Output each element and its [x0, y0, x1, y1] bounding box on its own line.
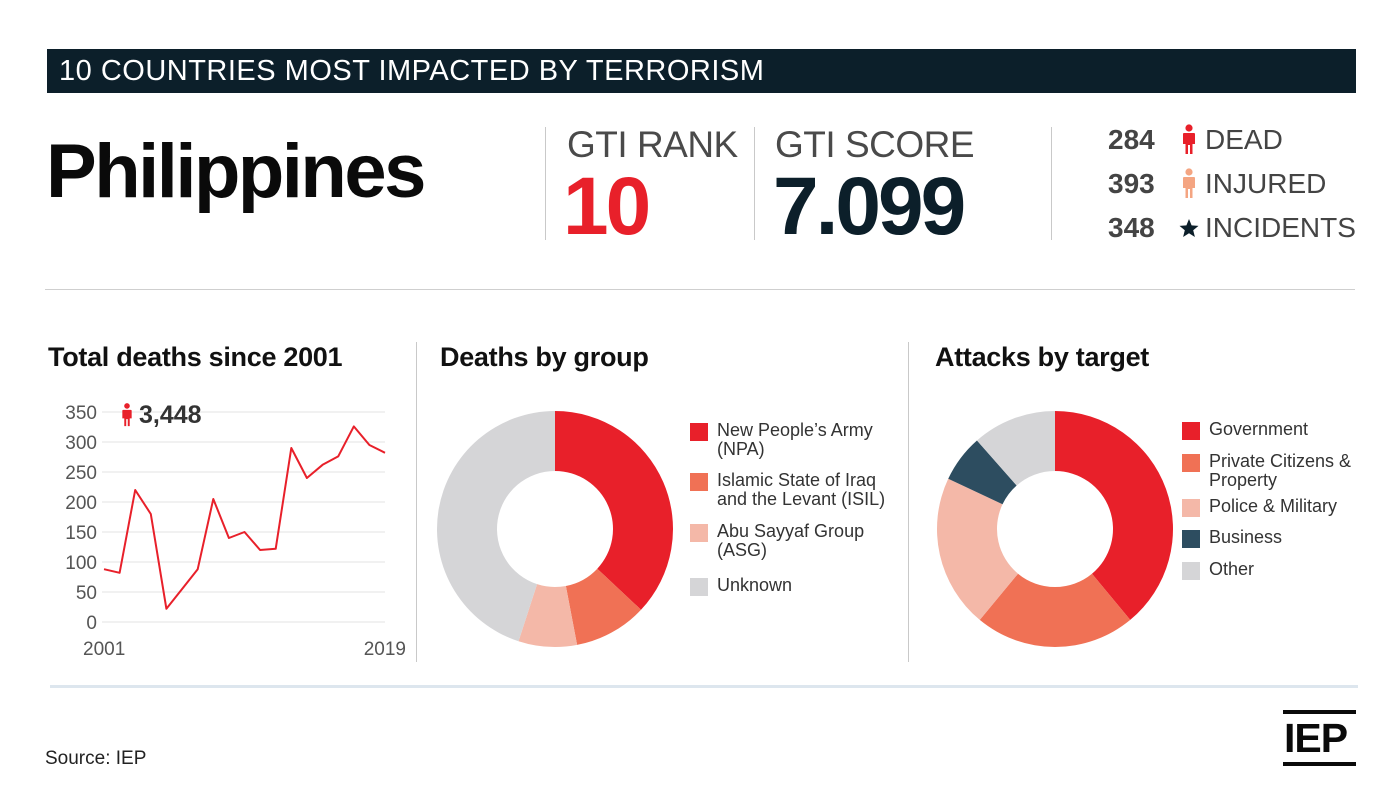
y-tick-label: 350: [65, 403, 97, 424]
divider: [50, 685, 1358, 688]
total-deaths-value: 3,448: [139, 401, 202, 429]
legend-swatch: [1182, 562, 1200, 580]
deaths-by-group-title: Deaths by group: [440, 342, 649, 372]
gti-score-value: 7.099: [773, 161, 966, 252]
stat-dead-label: DEAD: [1205, 124, 1283, 155]
source-note: Source: IEP: [45, 748, 147, 769]
logo-text: IEP: [1284, 715, 1348, 761]
legend-swatch: [690, 473, 708, 491]
star-icon: [1179, 219, 1199, 237]
attacks-by-target-title: Attacks by target: [935, 342, 1149, 372]
divider: [1051, 127, 1052, 240]
stat-injured-value: 393: [1108, 168, 1155, 199]
stat-dead: 284 DEAD: [1108, 124, 1358, 158]
y-tick-label: 100: [65, 553, 97, 574]
legend-swatch: [1182, 530, 1200, 548]
donut-slice: [437, 411, 555, 642]
legend-swatch: [690, 524, 708, 542]
divider: [754, 127, 755, 240]
deaths-by-group-donut: [437, 411, 673, 647]
legend-label: Other: [1209, 559, 1255, 579]
stat-dead-value: 284: [1108, 124, 1155, 155]
logo-bar: [1283, 762, 1356, 766]
legend-label: Private Citizens & Property: [1209, 451, 1352, 490]
legend-swatch: [1182, 422, 1200, 440]
stat-injured-label: INJURED: [1205, 168, 1327, 199]
legend-swatch: [1182, 499, 1200, 517]
attacks-by-target-donut: [937, 411, 1173, 647]
divider: [45, 289, 1355, 290]
legend-label: Islamic State of Iraq and the Levant (IS…: [717, 470, 886, 509]
legend-swatch: [1182, 454, 1200, 472]
gti-score-label: GTI SCORE: [775, 124, 975, 165]
x-tick-label: 2001: [83, 639, 125, 660]
divider: [908, 342, 909, 662]
legend-swatch: [690, 578, 708, 596]
legend-label: Business: [1209, 527, 1283, 547]
y-tick-label: 150: [65, 523, 97, 544]
person-injured-icon: [1183, 168, 1195, 198]
y-tick-label: 250: [65, 463, 97, 484]
y-tick-label: 50: [76, 583, 97, 604]
country-name: Philippines: [46, 129, 426, 214]
person-dead-icon: [122, 403, 132, 427]
stat-incidents: 348 INCIDENTS: [1108, 212, 1358, 246]
stat-incidents-value: 348: [1108, 212, 1155, 243]
iep-logo: IEP: [1283, 710, 1356, 766]
donut-slice: [937, 478, 1019, 620]
divider: [416, 342, 417, 662]
donut-slice: [1055, 411, 1173, 620]
donut-slice: [976, 411, 1055, 486]
deaths-series-line: [103, 425, 386, 610]
stat-injured: 393 INJURED: [1108, 168, 1358, 202]
person-dead-icon: [1183, 124, 1195, 154]
donut-slice: [979, 573, 1131, 647]
legend-label: Unknown: [717, 575, 793, 595]
y-tick-label: 200: [65, 493, 97, 514]
donut-slice: [948, 440, 1017, 505]
banner-title: 10 COUNTRIES MOST IMPACTED BY TERRORISM: [59, 55, 765, 87]
legend-label: Police & Military: [1209, 496, 1338, 516]
y-tick-label: 300: [65, 433, 97, 454]
total-deaths-annotation: 3,448: [122, 401, 202, 429]
total-deaths-line-chart: 0 50 100 150 200 250 300 350 2001 2019 3,448: [65, 401, 406, 660]
y-tick-label: 0: [86, 613, 97, 634]
legend-label: New People’s Army (NPA): [717, 420, 873, 459]
logo-bar: [1283, 710, 1356, 714]
donut-slice: [565, 568, 642, 645]
gti-rank-label: GTI RANK: [567, 124, 738, 165]
legend-label: Government: [1209, 419, 1309, 439]
header-banner: 10 COUNTRIES MOST IMPACTED BY TERRORISM: [47, 49, 1356, 93]
x-tick-label: 2019: [364, 639, 406, 660]
stat-incidents-label: INCIDENTS: [1205, 212, 1356, 243]
total-deaths-title: Total deaths since 2001: [48, 342, 343, 372]
divider: [545, 127, 546, 240]
donut-slice: [518, 584, 578, 647]
gti-rank-value: 10: [563, 161, 651, 252]
donut-slice: [555, 411, 673, 610]
legend-swatch: [690, 423, 708, 441]
legend-label: Abu Sayyaf Group (ASG): [717, 521, 865, 560]
